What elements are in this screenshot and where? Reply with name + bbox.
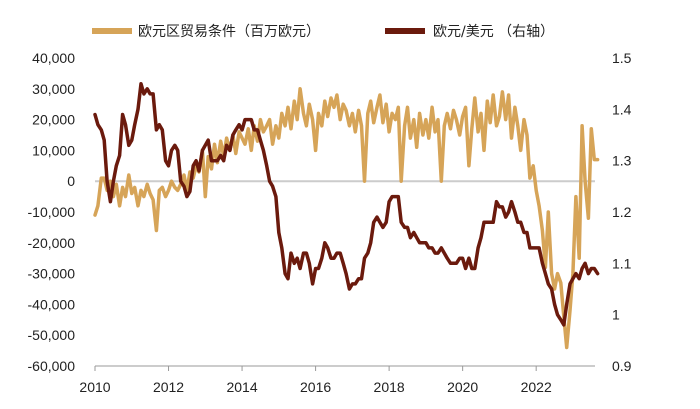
y-left-tick-label: 30,000 — [32, 81, 75, 97]
y-left-tick-label: -40,000 — [28, 296, 76, 312]
x-tick-label: 2022 — [521, 379, 552, 395]
series-layer — [93, 81, 600, 350]
x-axis: 2010 2012 2014 2016 2018 2020 2022 — [79, 365, 595, 395]
y-right-tick-label: 1 — [612, 307, 620, 323]
x-tick-label: 2018 — [374, 379, 405, 395]
x-tick-label: 2020 — [447, 379, 478, 395]
y-left-tick-label: 40,000 — [32, 50, 75, 66]
left-axis-tick-labels: 40,000 30,000 20,000 10,000 0 -10,000 -20,000 -… — [28, 50, 76, 374]
y-right-tick-label: 1.2 — [612, 204, 632, 220]
y-left-tick-label: -30,000 — [28, 266, 76, 282]
x-tick-label: 2014 — [226, 379, 257, 395]
y-left-tick-label: 0 — [67, 173, 75, 189]
series-line-2 — [93, 81, 600, 327]
x-tick-label: 2016 — [300, 379, 331, 395]
legend-label: 欧元/美元 （右轴） — [433, 24, 554, 40]
series-line-1 — [93, 87, 600, 350]
y-left-tick-label: 20,000 — [32, 112, 75, 128]
y-right-tick-label: 1.1 — [612, 255, 632, 271]
x-tick-label: 2010 — [79, 379, 110, 395]
legend-label: 欧元区贸易条件（百万欧元） — [138, 23, 320, 40]
y-right-tick-label: 1.5 — [612, 50, 632, 66]
y-left-tick-label: -50,000 — [28, 327, 76, 343]
legend: 欧元区贸易条件（百万欧元） 欧元/美元 （右轴） — [92, 23, 554, 40]
y-left-tick-label: -10,000 — [28, 204, 76, 220]
y-right-tick-label: 1.3 — [612, 153, 632, 169]
x-tick-label: 2012 — [153, 379, 184, 395]
y-right-tick-label: 0.9 — [612, 358, 632, 374]
y-right-tick-label: 1.4 — [612, 101, 632, 117]
y-left-tick-label: -60,000 — [28, 358, 76, 374]
y-left-tick-label: 10,000 — [32, 142, 75, 158]
y-left-tick-label: -20,000 — [28, 235, 76, 251]
right-axis-tick-labels: 1.5 1.4 1.3 1.2 1.1 1 0.9 — [612, 50, 632, 374]
